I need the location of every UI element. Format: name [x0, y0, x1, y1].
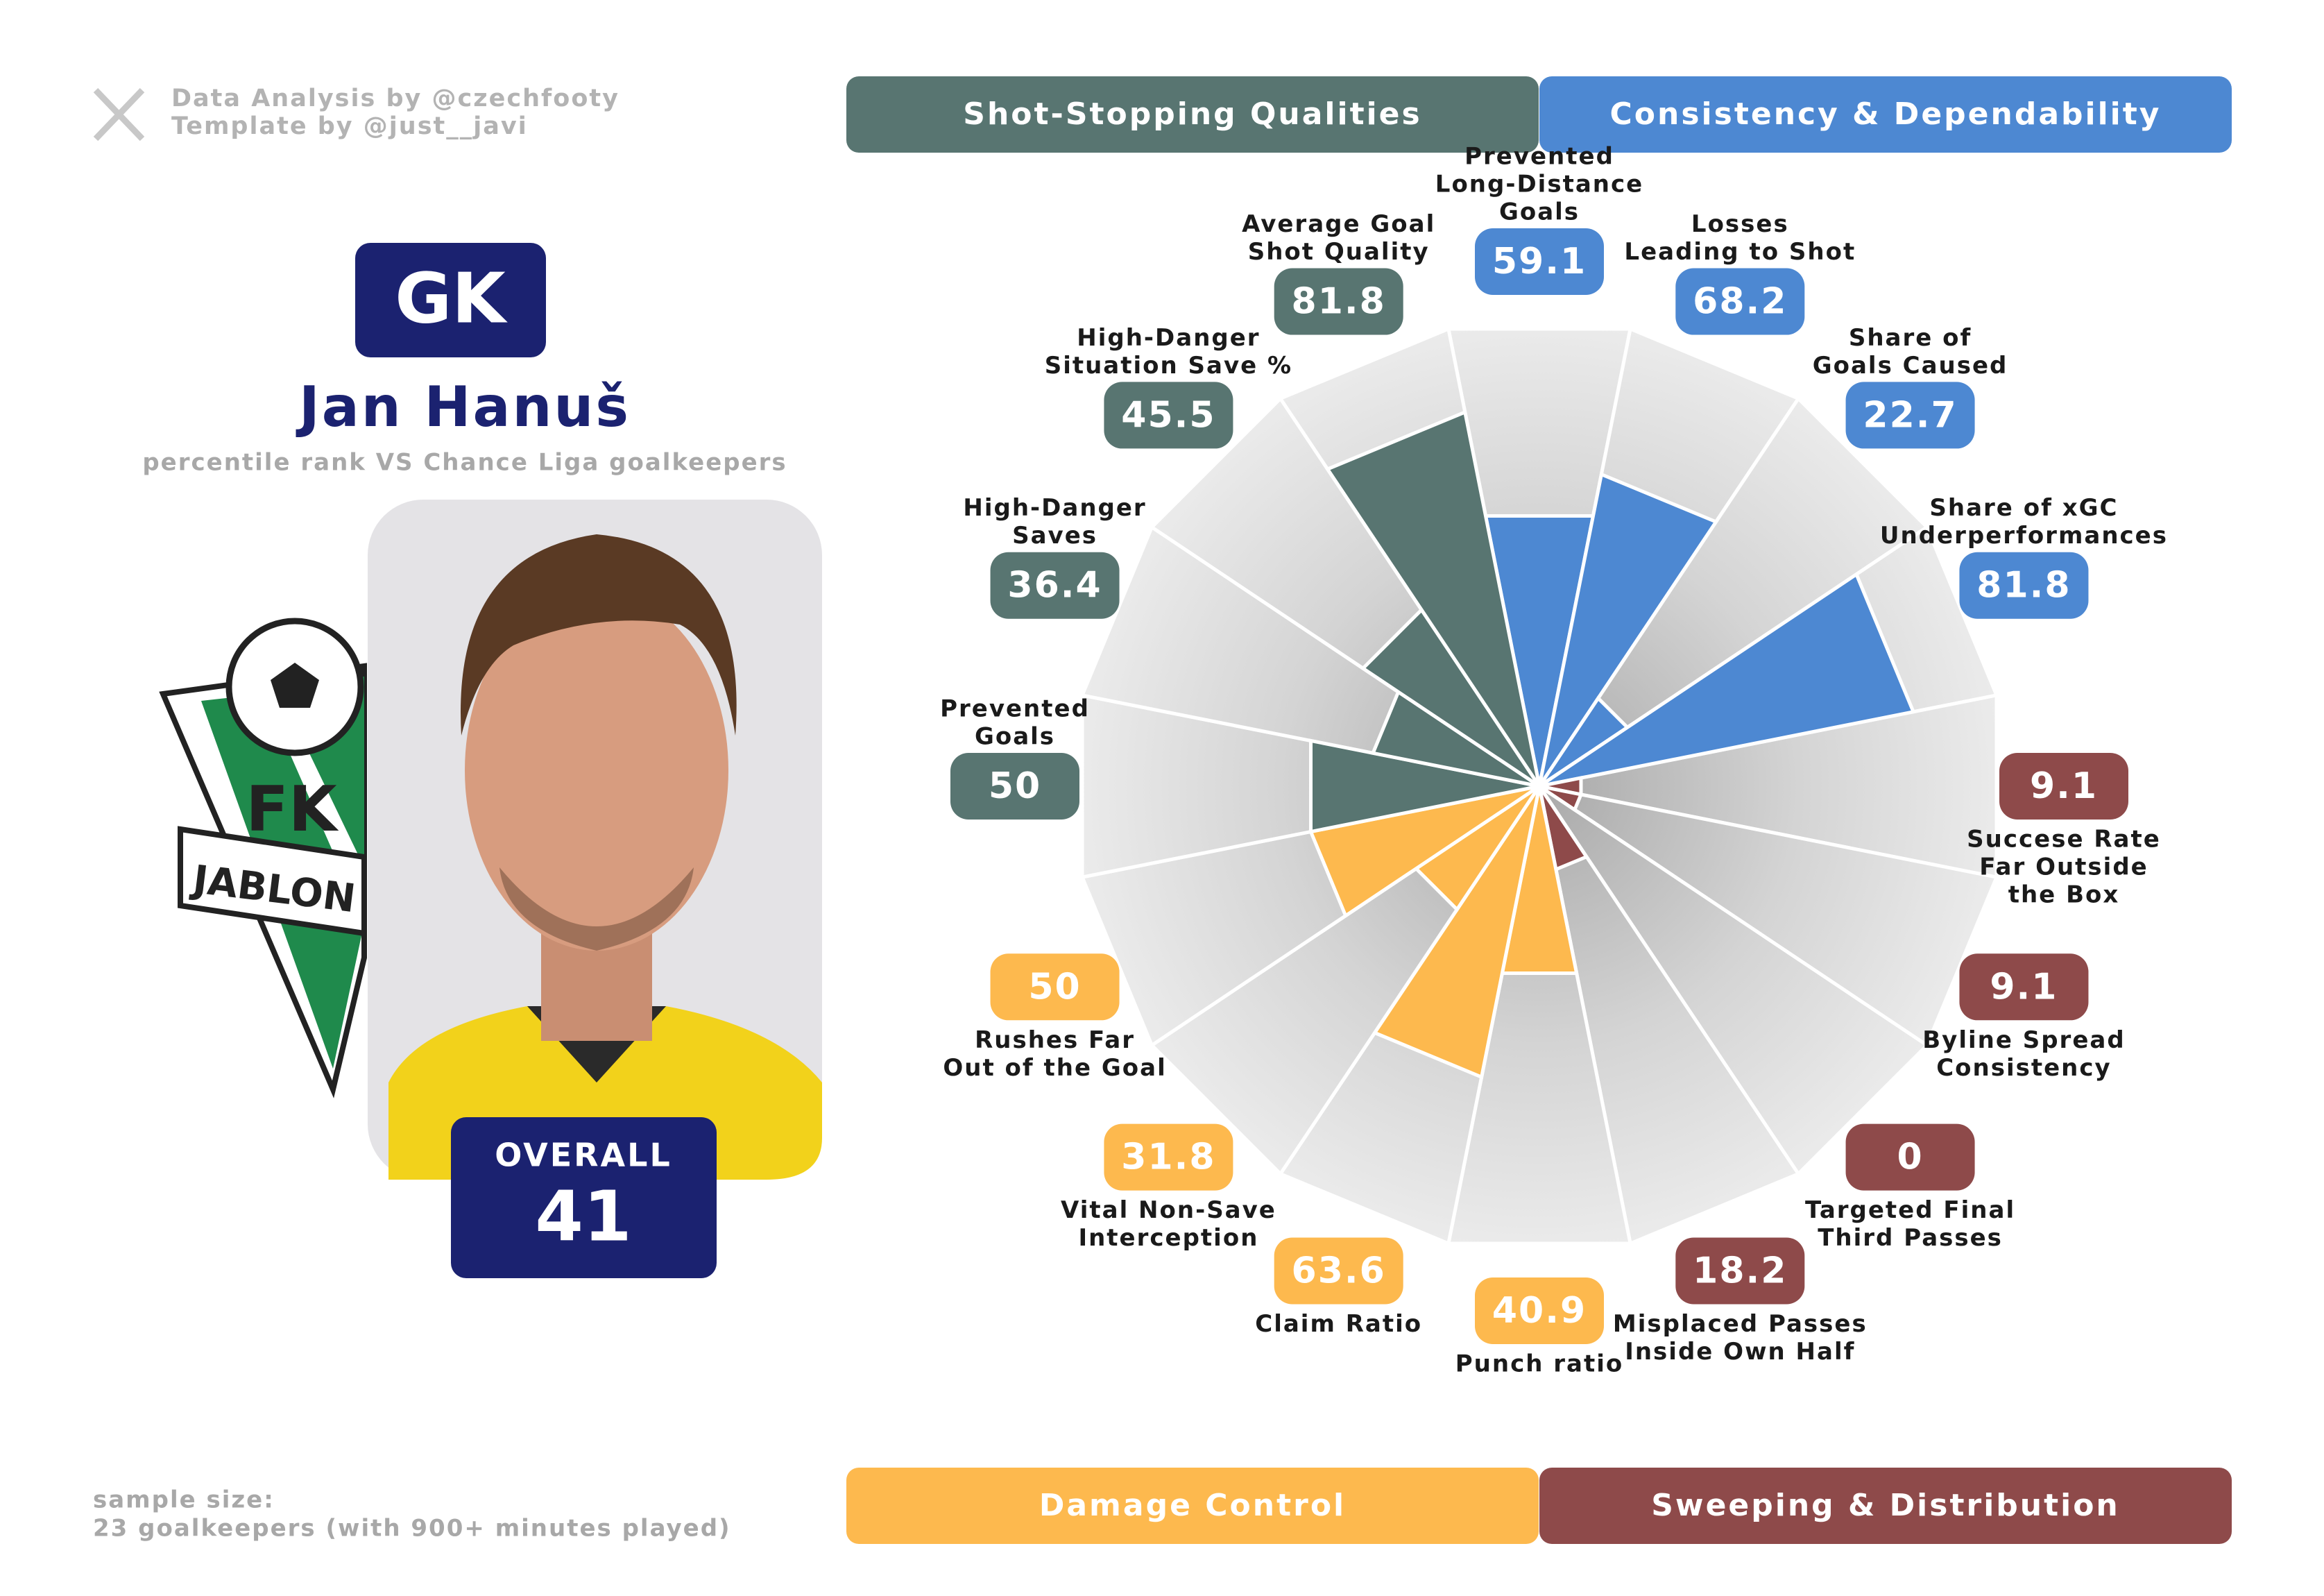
category-label: High-Danger: [963, 494, 1146, 522]
category-label: Share of: [1849, 324, 1972, 352]
credit: Data Analysis by @czechfooty: [171, 85, 620, 112]
value-label: 81.8: [1292, 281, 1386, 323]
bar: [1538, 571, 1916, 788]
value-label: 59.1: [1492, 241, 1587, 282]
value-pill: [1104, 382, 1233, 449]
category-label: Consistency: [1936, 1054, 2111, 1082]
category-label: Succese Rate: [1967, 826, 2161, 854]
value-pill: [1675, 1237, 1805, 1305]
group-header-label: Consistency & Dependability: [1610, 96, 2162, 132]
category-label: Prevented: [940, 695, 1090, 723]
value-pill: [1999, 753, 2128, 820]
value-pill: [1845, 382, 1975, 449]
bar: [1537, 472, 1719, 788]
value-pill: [1274, 1237, 1403, 1305]
value-pill: [1475, 228, 1604, 295]
value-pill: [990, 953, 1120, 1021]
category-label: Situation Save %: [1045, 352, 1292, 380]
value-label: 36.4: [1007, 565, 1102, 606]
value-label: 9.1: [2030, 765, 2098, 807]
value-label: 9.1: [1990, 966, 2058, 1008]
category-label: Vital Non-Save: [1061, 1196, 1276, 1224]
group-header-label: Damage Control: [1039, 1488, 1346, 1523]
category-label: Byline Spread: [1922, 1026, 2125, 1054]
category-label: Misplaced Passes: [1613, 1310, 1868, 1338]
subtitle: percentile rank VS Chance Liga goalkeepe…: [142, 449, 787, 477]
category-label: Saves: [1012, 522, 1097, 550]
value-label: 0: [1897, 1137, 1923, 1178]
x-logo: [93, 87, 145, 142]
category-label: Leading to Shot: [1624, 238, 1856, 266]
value-label: 50: [1028, 966, 1081, 1008]
group-header: [1539, 76, 2232, 153]
player-photo: [368, 500, 822, 1180]
overall-value: 41: [535, 1175, 631, 1257]
value-pill: [1475, 1277, 1604, 1344]
value-pill: [1845, 1123, 1975, 1191]
value-label: 63.6: [1292, 1250, 1386, 1291]
category-label: Prevented: [1464, 143, 1614, 171]
group-header: [1539, 1468, 2232, 1544]
category-label: Punch ratio: [1455, 1350, 1624, 1378]
value-pill: [1274, 268, 1403, 335]
value-label: 22.7: [1863, 394, 1957, 436]
category-label: Interception: [1078, 1224, 1258, 1252]
group-header: [846, 1468, 1539, 1544]
category-label: Far Outside: [1979, 854, 2148, 881]
value-label: 68.2: [1693, 281, 1787, 323]
category-label: High-Danger: [1077, 324, 1260, 352]
value-label: 81.8: [1976, 565, 2071, 606]
value-label: 31.8: [1121, 1137, 1215, 1178]
overall-badge: [451, 1117, 717, 1278]
position-badge: [355, 243, 546, 357]
player-name: Jan Hanuš: [296, 375, 631, 439]
value-pill: [1959, 552, 2089, 619]
club-logo-text: FK: [246, 773, 339, 846]
club-logo: FK JABLON: [159, 618, 367, 1098]
category-label: Goals: [975, 723, 1055, 751]
overall-label: OVERALL: [495, 1137, 672, 1174]
value-label: 18.2: [1693, 1250, 1787, 1291]
category-label: Claim Ratio: [1255, 1310, 1422, 1338]
value-label: 40.9: [1492, 1290, 1587, 1332]
category-label: Goals: [1499, 198, 1580, 226]
value-pill: [1104, 1123, 1233, 1191]
category-label: Out of the Goal: [943, 1054, 1166, 1082]
category-label: Inside Own Half: [1625, 1338, 1855, 1366]
value-pill: [950, 753, 1079, 820]
group-header: [846, 76, 1539, 153]
category-label: Long-Distance: [1435, 171, 1643, 198]
group-header-label: Sweeping & Distribution: [1651, 1488, 2120, 1523]
value-pill: [1959, 953, 2089, 1021]
bar: [1324, 409, 1541, 788]
category-label: Average Goal: [1242, 210, 1435, 238]
category-label: Goals Caused: [1813, 352, 2008, 380]
category-label: the Box: [2008, 881, 2120, 909]
category-label: Losses: [1691, 210, 1789, 238]
value-pill: [990, 552, 1120, 619]
category-label: Underperformances: [1880, 522, 2168, 550]
footnote: 23 goalkeepers (with 900+ minutes played…: [93, 1515, 731, 1543]
category-label: Share of xGC: [1929, 494, 2118, 522]
bar: [1538, 784, 1584, 813]
category-label: Third Passes: [1818, 1224, 2003, 1252]
value-label: 50: [989, 765, 1041, 807]
value-label: 45.5: [1121, 394, 1215, 436]
group-header-label: Shot-Stopping Qualities: [963, 96, 1421, 132]
category-label: Shot Quality: [1248, 238, 1430, 266]
footnote: sample size:: [93, 1486, 275, 1514]
value-pill: [1675, 268, 1805, 335]
position: GK: [395, 257, 508, 339]
category-label: Targeted Final: [1805, 1196, 2015, 1224]
category-label: Rushes Far: [975, 1026, 1135, 1054]
credit: Template by @just__javi: [171, 112, 528, 140]
